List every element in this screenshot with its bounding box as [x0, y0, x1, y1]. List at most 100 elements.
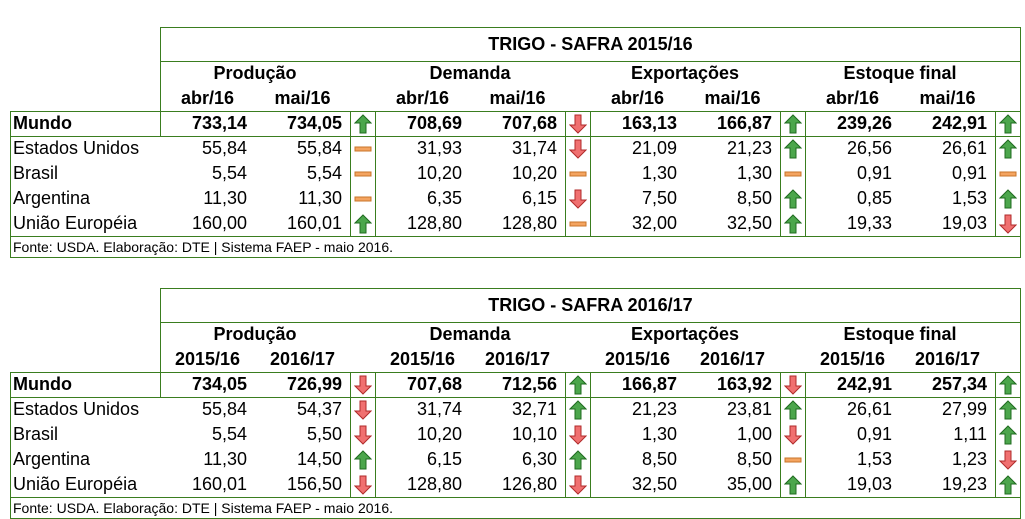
- value-cell: 10,20: [416, 424, 462, 444]
- country-row: Estados Unidos 55,84 54,37 31,74 32,71 21,23 2…: [10, 397, 1021, 422]
- trend-down-icon: [565, 111, 590, 136]
- value-cell: 712,56: [501, 374, 557, 394]
- grid-line: [160, 27, 1021, 28]
- period-header: 2016/17: [484, 349, 551, 369]
- value-cell: 6,15: [521, 188, 557, 208]
- value-cell: 6,30: [521, 449, 557, 469]
- grid-line: [160, 27, 161, 136]
- trend-down-icon: [995, 447, 1020, 472]
- value-cell: 707,68: [501, 113, 557, 133]
- grid-line: [805, 111, 806, 236]
- row-label: Mundo: [13, 113, 72, 133]
- value-cell: 23,81: [726, 399, 772, 419]
- table-footer: Fonte: USDA. Elaboração: DTE | Sistema F…: [13, 239, 393, 255]
- value-cell: 5,54: [211, 163, 247, 183]
- row-label: Estados Unidos: [13, 399, 140, 419]
- grid-line: [375, 372, 376, 497]
- trend-up-icon: [565, 372, 590, 397]
- row-label: Estados Unidos: [13, 138, 140, 158]
- table-title: TRIGO - SAFRA 2015/16: [488, 33, 693, 54]
- group-header: Demanda: [429, 63, 511, 83]
- trend-up-icon: [780, 472, 805, 497]
- value-cell: 160,00: [191, 213, 247, 233]
- group-header: Exportações: [630, 63, 740, 83]
- group-header: Produção: [213, 63, 297, 83]
- country-row: Estados Unidos 55,84 55,84 31,93 31,74 21,09 2…: [10, 136, 1021, 161]
- value-cell: 733,14: [191, 113, 247, 133]
- value-cell: 8,50: [736, 188, 772, 208]
- row-label: Brasil: [13, 424, 59, 444]
- value-cell: 242,91: [836, 374, 892, 394]
- grid-line: [350, 111, 351, 236]
- period-header: mai/16: [274, 88, 331, 108]
- period-header: abr/16: [395, 88, 450, 108]
- value-cell: 31,93: [416, 138, 462, 158]
- value-cell: 55,84: [201, 399, 247, 419]
- value-cell: 0,91: [951, 163, 987, 183]
- trend-down-icon: [350, 472, 375, 497]
- grid-line: [10, 397, 1021, 398]
- grid-line: [350, 372, 351, 497]
- value-cell: 32,00: [631, 213, 677, 233]
- grid-line: [565, 372, 566, 497]
- value-cell: 32,71: [511, 399, 557, 419]
- trend-up-icon: [350, 447, 375, 472]
- trend-down-icon: [565, 472, 590, 497]
- period-header: abr/16: [610, 88, 665, 108]
- value-cell: 166,87: [716, 113, 772, 133]
- value-cell: 10,20: [416, 163, 462, 183]
- value-cell: 163,13: [621, 113, 677, 133]
- country-row: Brasil 5,54 5,50 10,20 10,10 1,30 1,00 0,91 1,11: [10, 422, 1021, 447]
- value-cell: 11,30: [203, 449, 247, 469]
- value-cell: 31,74: [511, 138, 557, 158]
- trend-up-icon: [780, 111, 805, 136]
- period-header: 2015/16: [389, 349, 456, 369]
- period-header: 2016/17: [914, 349, 981, 369]
- trend-flat-icon: [565, 161, 590, 186]
- value-cell: 0,85: [856, 188, 892, 208]
- value-cell: 26,56: [846, 138, 892, 158]
- value-cell: 734,05: [286, 113, 342, 133]
- trend-up-icon: [780, 136, 805, 161]
- value-cell: 0,91: [856, 424, 892, 444]
- value-cell: 1,00: [736, 424, 772, 444]
- trend-down-icon: [565, 186, 590, 211]
- value-cell: 163,92: [716, 374, 772, 394]
- value-cell: 6,15: [426, 449, 462, 469]
- value-cell: 21,09: [631, 138, 677, 158]
- row-label: Argentina: [13, 188, 91, 208]
- grid-line: [10, 372, 11, 519]
- grid-line: [590, 372, 591, 497]
- trend-up-icon: [780, 397, 805, 422]
- trend-flat-icon: [565, 211, 590, 236]
- trend-flat-icon: [780, 447, 805, 472]
- value-cell: 128,80: [501, 213, 557, 233]
- value-cell: 734,05: [191, 374, 247, 394]
- trend-up-icon: [780, 186, 805, 211]
- trend-down-icon: [780, 422, 805, 447]
- value-cell: 707,68: [406, 374, 462, 394]
- trend-up-icon: [565, 447, 590, 472]
- trend-up-icon: [995, 472, 1020, 497]
- value-cell: 19,33: [846, 213, 892, 233]
- group-header-row: Produção Demanda Exportações Estoque final: [10, 322, 1021, 347]
- value-cell: 32,50: [726, 213, 772, 233]
- value-cell: 1,30: [641, 163, 677, 183]
- value-cell: 55,84: [201, 138, 247, 158]
- value-cell: 156,50: [286, 474, 342, 494]
- trend-up-icon: [350, 211, 375, 236]
- value-cell: 21,23: [631, 399, 677, 419]
- row-label: Argentina: [13, 449, 91, 469]
- value-cell: 1,53: [856, 449, 892, 469]
- grid-line: [160, 288, 1021, 289]
- value-cell: 55,84: [296, 138, 342, 158]
- grid-line: [10, 111, 11, 258]
- value-cell: 0,91: [856, 163, 892, 183]
- subheader-row: 2015/16 2016/17 2015/16 2016/17 2015/16 2016/…: [10, 347, 1021, 372]
- value-cell: 1,53: [951, 188, 987, 208]
- value-cell: 54,37: [296, 399, 342, 419]
- table-title: TRIGO - SAFRA 2016/17: [488, 294, 693, 315]
- trend-up-icon: [995, 397, 1020, 422]
- grid-line: [10, 136, 1021, 137]
- value-cell: 726,99: [286, 374, 342, 394]
